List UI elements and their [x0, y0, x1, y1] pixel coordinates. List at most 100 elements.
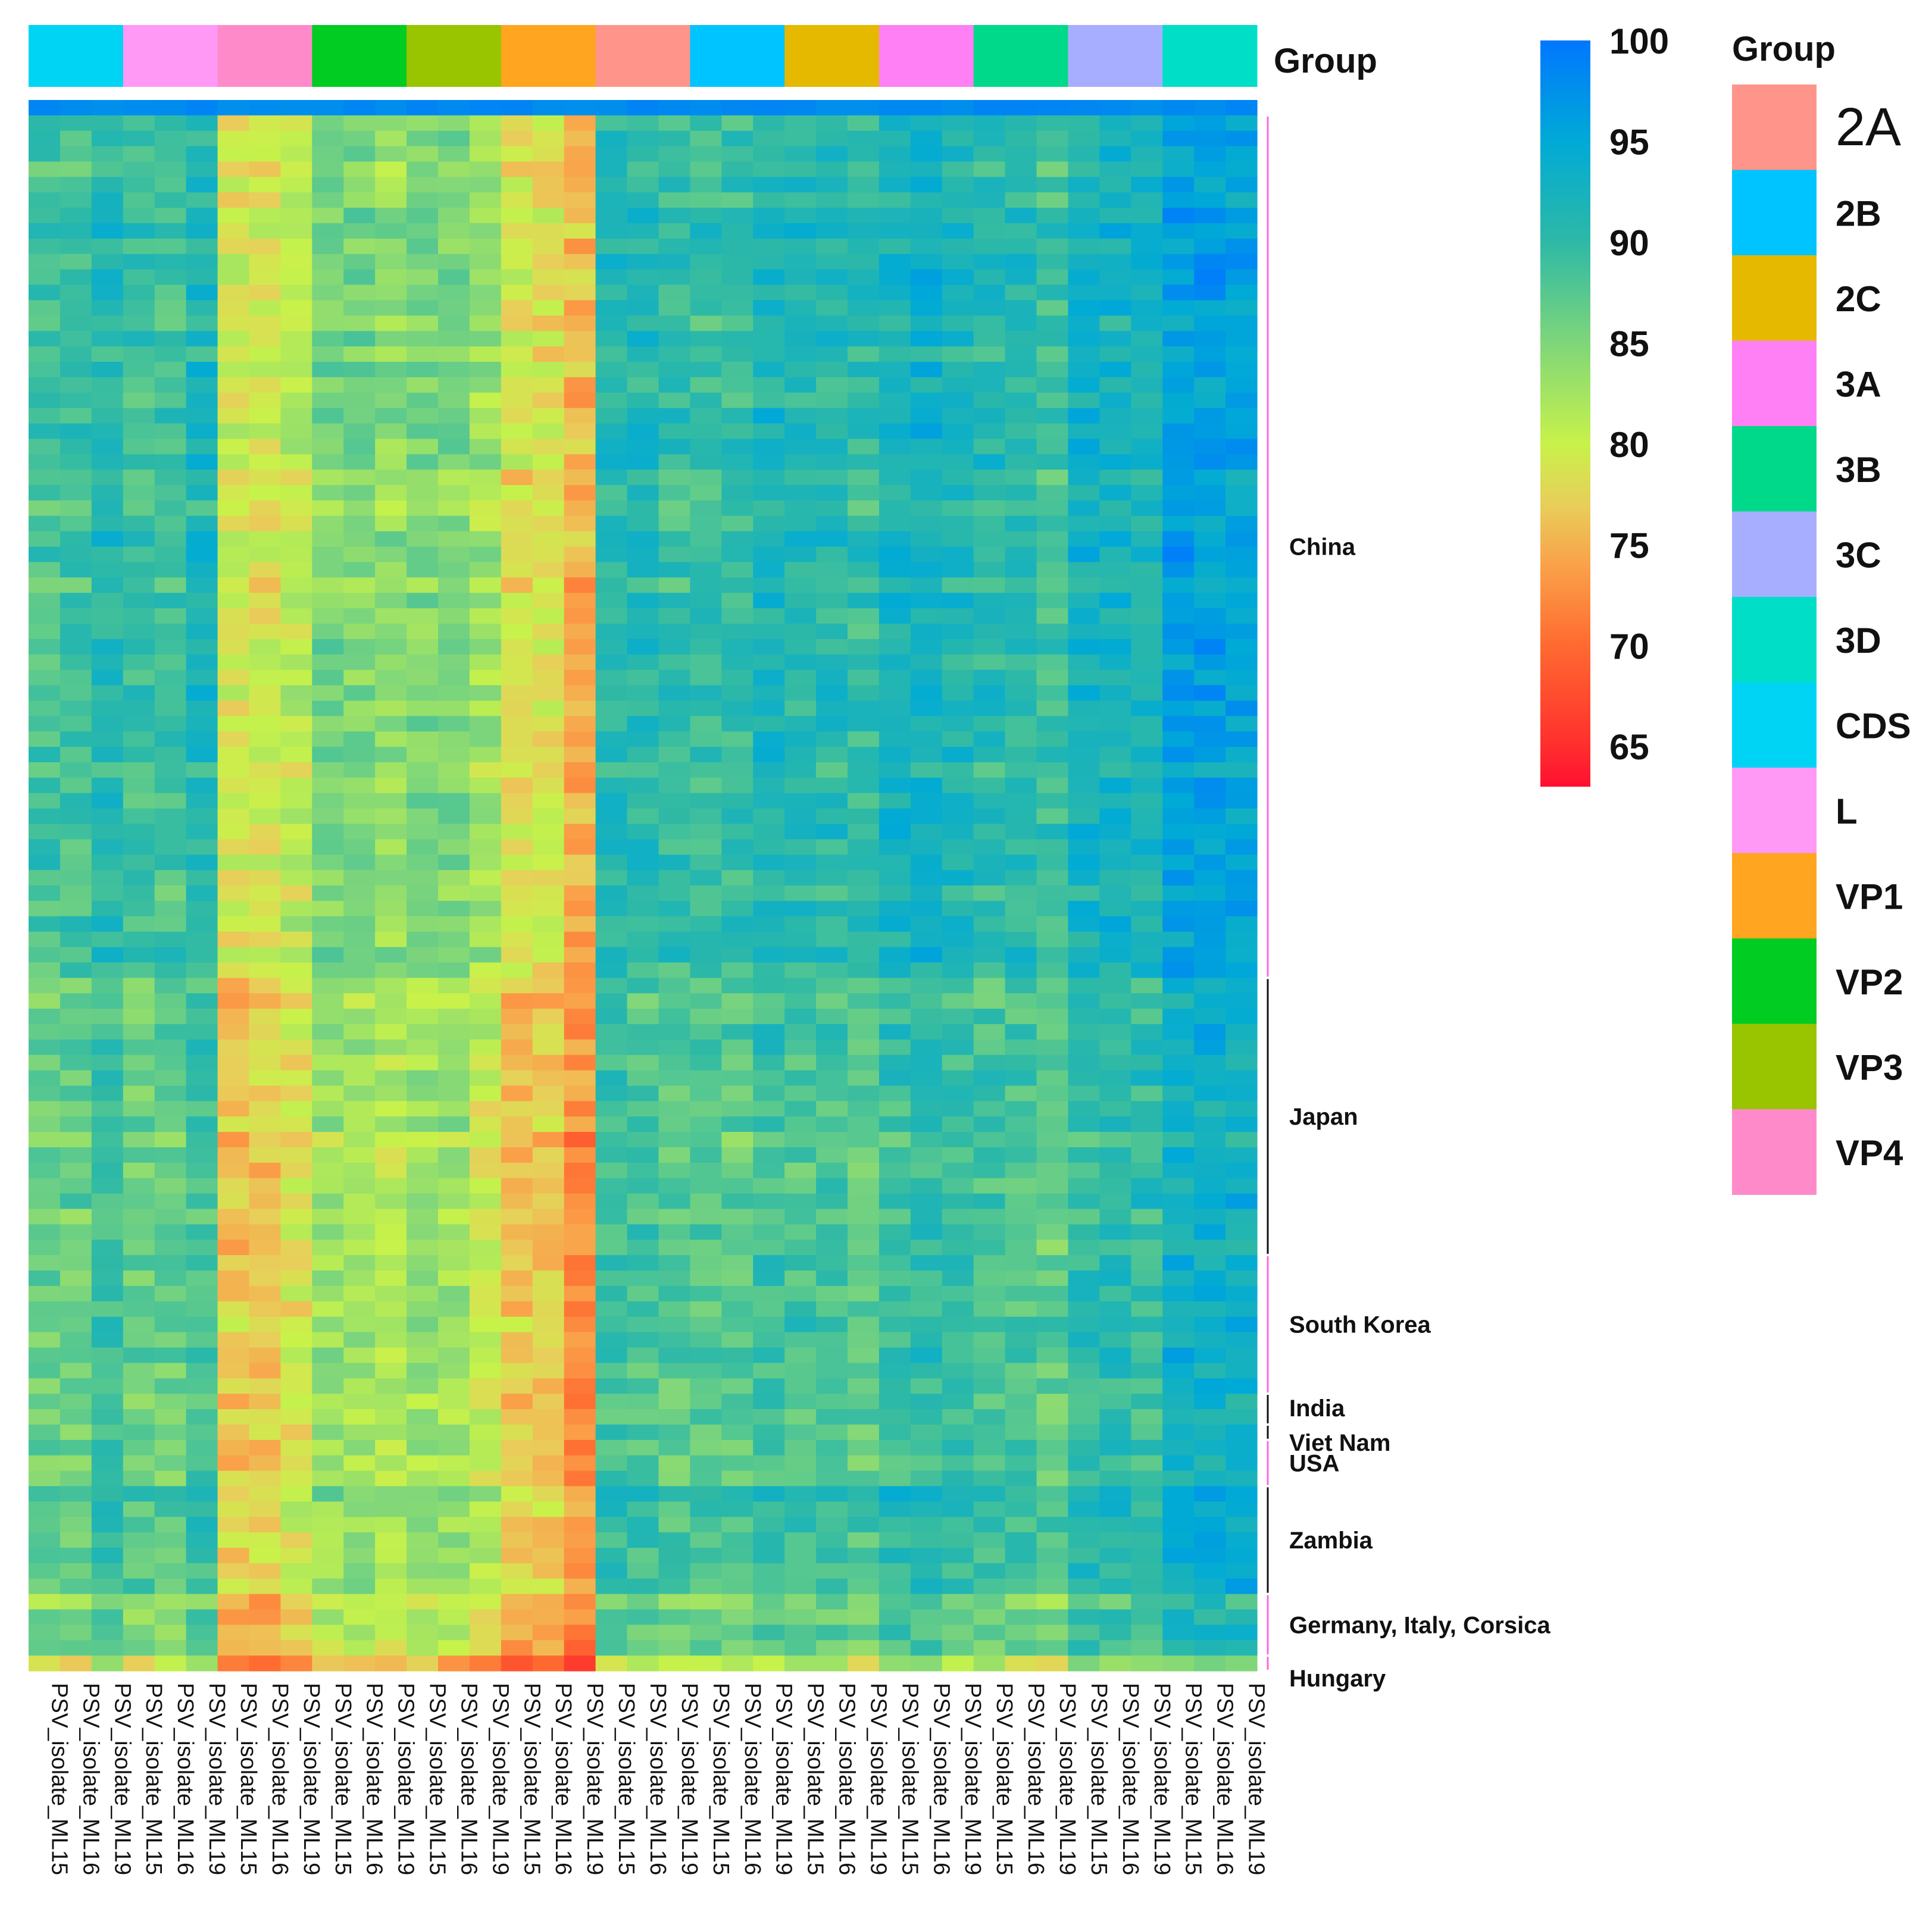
heatmap-cell: [848, 870, 880, 886]
heatmap-cell: [879, 500, 911, 517]
heatmap-cell: [186, 315, 218, 331]
heatmap-cell: [690, 300, 722, 316]
heatmap-cell: [343, 1039, 376, 1056]
heatmap-cell: [501, 1054, 533, 1071]
heatmap-cell: [1005, 1547, 1037, 1564]
heatmap-cell: [91, 192, 124, 208]
heatmap-cell: [1226, 1009, 1258, 1025]
heatmap-cell: [217, 1255, 250, 1271]
heatmap-cell: [29, 362, 61, 378]
heatmap-cell: [753, 1224, 785, 1240]
heatmap-cell: [60, 1285, 92, 1302]
heatmap-cell: [1226, 1594, 1258, 1610]
heatmap-cell: [1194, 1316, 1226, 1333]
heatmap-cell: [848, 1409, 880, 1425]
heatmap-cell: [312, 284, 344, 301]
heatmap-cell: [1005, 1162, 1037, 1179]
heatmap-cell: [1005, 408, 1037, 424]
heatmap-cell: [217, 423, 250, 440]
heatmap-cell: [910, 439, 943, 455]
heatmap-cell: [249, 1009, 281, 1025]
annotation-3A: [879, 25, 974, 87]
heatmap-cell: [29, 1517, 61, 1533]
heatmap-cell: [1068, 1255, 1100, 1271]
heatmap-cell: [343, 870, 376, 886]
heatmap-cell: [1068, 1394, 1100, 1410]
heatmap-cell: [29, 1039, 61, 1056]
heatmap-cell: [312, 1070, 344, 1087]
heatmap-cell: [1226, 515, 1258, 532]
heatmap-cell: [753, 423, 785, 440]
heatmap-cell: [1226, 1255, 1258, 1271]
column-label: PSV_isolate_ML15: [803, 1683, 828, 1875]
heatmap-cell: [1005, 315, 1037, 331]
heatmap-cell: [879, 624, 911, 640]
heatmap-cell: [249, 362, 281, 378]
heatmap-cell: [1099, 177, 1131, 193]
heatmap-cell: [1162, 515, 1195, 532]
heatmap-cell: [879, 1270, 911, 1287]
heatmap-cell: [123, 1486, 155, 1502]
heatmap-cell: [29, 284, 61, 301]
heatmap-cell: [469, 1224, 502, 1240]
heatmap-cell: [627, 1301, 659, 1317]
heatmap-cell: [658, 1501, 690, 1517]
heatmap-cell: [627, 146, 659, 162]
heatmap-cell: [249, 1255, 281, 1271]
heatmap-cell: [469, 500, 502, 517]
column-label: PSV_isolate_ML19: [771, 1683, 796, 1875]
heatmap-cell: [816, 1455, 848, 1472]
heatmap-cell: [784, 284, 817, 301]
heatmap-cell: [879, 962, 911, 978]
heatmap-cell: [1162, 947, 1195, 963]
heatmap-cell: [154, 808, 187, 825]
heatmap-cell: [1068, 1655, 1100, 1672]
heatmap-cell: [60, 1209, 92, 1225]
heatmap-cell: [564, 408, 596, 424]
heatmap-cell: [910, 238, 943, 255]
heatmap-cell: [1131, 1116, 1163, 1132]
heatmap-cell: [407, 515, 439, 532]
heatmap-cell: [1194, 1594, 1226, 1610]
heatmap-cell: [1131, 1070, 1163, 1087]
heatmap-cell: [438, 1486, 470, 1502]
heatmap-cell: [973, 485, 1006, 501]
heatmap-cell: [375, 562, 407, 578]
heatmap-cell: [1131, 130, 1163, 147]
heatmap-cell: [1162, 747, 1195, 763]
heatmap-cell: [532, 639, 565, 655]
heatmap-cell: [690, 392, 722, 409]
heatmap-cell: [407, 1532, 439, 1548]
heatmap-cell: [186, 1332, 218, 1348]
heatmap-cell: [343, 1116, 376, 1132]
heatmap-cell: [879, 1224, 911, 1240]
heatmap-cell: [375, 315, 407, 331]
heatmap-cell: [375, 1316, 407, 1333]
heatmap-cell: [343, 408, 376, 424]
heatmap-cell: [249, 315, 281, 331]
heatmap-cell: [595, 947, 628, 963]
colorbar-tick-label: 75: [1609, 525, 1649, 565]
heatmap-cell: [186, 1085, 218, 1101]
heatmap-cell: [532, 1270, 565, 1287]
heatmap-cell: [1131, 1255, 1163, 1271]
heatmap-cell: [407, 855, 439, 871]
heatmap-cell: [312, 1054, 344, 1071]
heatmap-cell: [879, 978, 911, 994]
heatmap-cell: [312, 916, 344, 932]
heatmap-cell: [658, 639, 690, 655]
heatmap-cell: [1005, 1147, 1037, 1163]
heatmap-cell: [627, 1147, 659, 1163]
heatmap-cell: [816, 146, 848, 162]
heatmap-cell: [879, 192, 911, 208]
heatmap-cell: [91, 1024, 124, 1040]
heatmap-cell: [595, 500, 628, 517]
heatmap-cell: [1036, 1240, 1069, 1256]
heatmap-cell: [407, 454, 439, 470]
heatmap-cell: [564, 208, 596, 224]
heatmap-cell: [627, 716, 659, 732]
heatmap-cell: [249, 1054, 281, 1071]
heatmap-cell: [784, 300, 817, 316]
heatmap-cell: [123, 146, 155, 162]
heatmap-cell: [973, 1486, 1006, 1502]
